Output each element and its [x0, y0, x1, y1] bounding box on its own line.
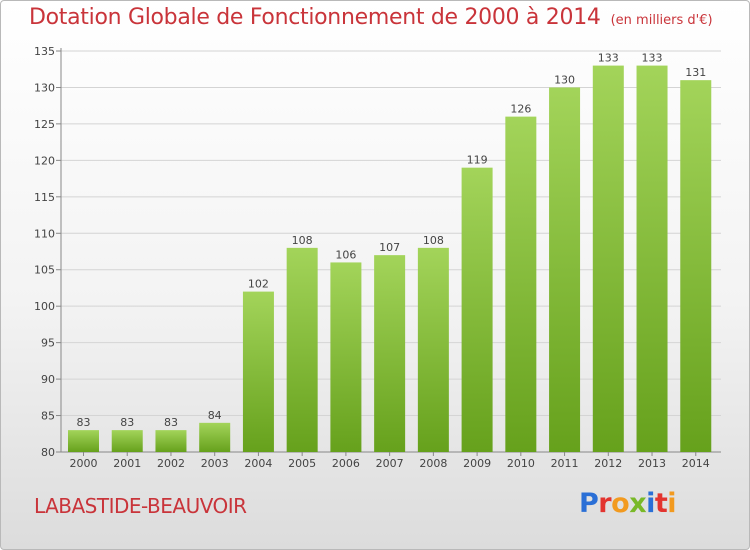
bar-value-label: 83 — [77, 416, 91, 429]
bar — [242, 291, 274, 452]
logo-letter: t — [654, 488, 668, 519]
x-tick-label: 2000 — [70, 457, 98, 470]
bar — [680, 80, 712, 452]
bar — [636, 65, 668, 452]
x-tick-label: 2007 — [376, 457, 404, 470]
bar-value-label: 126 — [510, 103, 531, 116]
bar-value-label: 107 — [379, 241, 400, 254]
y-tick-label: 135 — [34, 45, 55, 58]
bar-value-label: 119 — [467, 154, 488, 167]
chart-title: Dotation Globale de Fonctionnement de 20… — [29, 5, 713, 30]
logo-letter: x — [629, 488, 647, 519]
x-tick-label: 2014 — [682, 457, 710, 470]
x-tick-label: 2008 — [419, 457, 447, 470]
y-tick-label: 100 — [34, 300, 55, 313]
bar — [417, 247, 449, 452]
x-tick-label: 2010 — [507, 457, 535, 470]
bar-value-label: 84 — [208, 409, 222, 422]
bar — [505, 116, 537, 453]
logo-letter: P — [579, 488, 599, 519]
bar — [549, 87, 581, 453]
bar-value-label: 130 — [554, 73, 575, 86]
x-tick-label: 2011 — [551, 457, 579, 470]
y-tick-label: 105 — [34, 264, 55, 277]
bar-value-label: 106 — [335, 248, 356, 261]
x-tick-label: 2002 — [157, 457, 185, 470]
x-tick-label: 2003 — [201, 457, 229, 470]
x-tick-label: 2001 — [113, 457, 141, 470]
x-tick-label: 2005 — [288, 457, 316, 470]
bar-value-label: 108 — [423, 234, 444, 247]
bar-value-label: 102 — [248, 278, 269, 291]
y-tick-label: 85 — [41, 410, 55, 423]
bar — [592, 65, 624, 452]
bar — [374, 255, 406, 452]
y-tick-label: 130 — [34, 81, 55, 94]
logo-letter: r — [598, 488, 612, 519]
bar — [286, 247, 318, 452]
bar — [68, 430, 99, 452]
bar-value-label: 131 — [685, 66, 706, 79]
y-tick-label: 120 — [34, 154, 55, 167]
proxiti-logo: Proxiti — [579, 488, 677, 519]
y-tick-label: 110 — [34, 227, 55, 240]
bar — [111, 430, 143, 452]
bar-value-label: 108 — [292, 234, 313, 247]
y-tick-label: 90 — [41, 373, 55, 386]
x-tick-label: 2009 — [463, 457, 491, 470]
bar — [199, 422, 231, 452]
commune-name: LABASTIDE-BEAUVOIR — [34, 494, 247, 518]
bar — [461, 167, 493, 452]
x-tick-label: 2012 — [594, 457, 622, 470]
x-tick-label: 2006 — [332, 457, 360, 470]
y-tick-label: 125 — [34, 118, 55, 131]
x-tick-label: 2004 — [244, 457, 272, 470]
y-tick-label: 95 — [41, 337, 55, 350]
bar-value-label: 83 — [164, 416, 178, 429]
y-tick-label: 80 — [41, 446, 55, 459]
chart-title-text: Dotation Globale de Fonctionnement de 20… — [29, 5, 601, 30]
x-tick-label: 2013 — [638, 457, 666, 470]
bar — [155, 430, 187, 452]
bar-value-label: 133 — [642, 52, 663, 65]
bar-value-label: 83 — [120, 416, 134, 429]
logo-letter: o — [611, 488, 630, 519]
bar-value-label: 133 — [598, 52, 619, 65]
y-tick-label: 115 — [34, 191, 55, 204]
chart-unit-label: (en milliers d'€) — [610, 13, 713, 28]
logo-letter: i — [667, 488, 677, 519]
bar — [330, 262, 362, 452]
logo-letter: i — [646, 488, 655, 519]
